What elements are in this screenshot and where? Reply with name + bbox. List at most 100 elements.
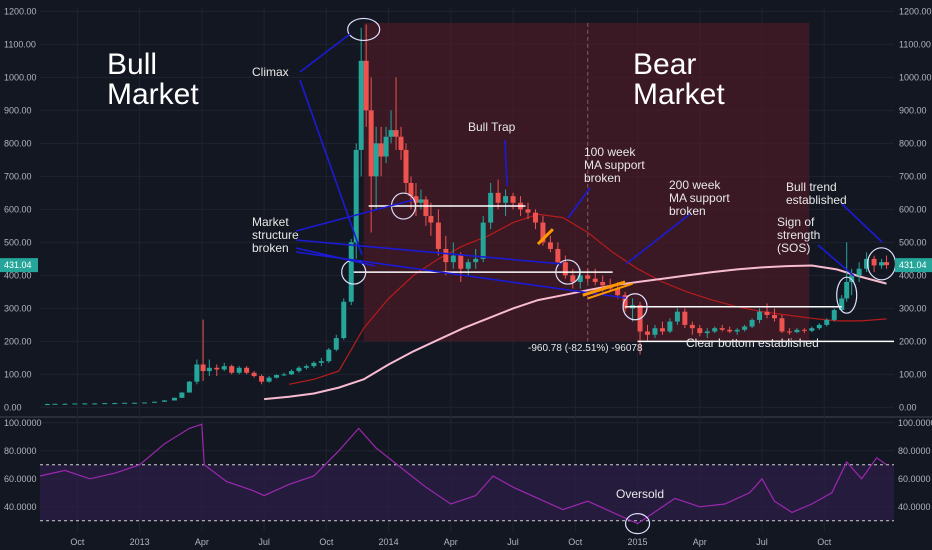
candle-body — [288, 371, 294, 375]
candle-body — [652, 328, 658, 335]
candle-body — [403, 149, 409, 183]
candle-body — [259, 376, 265, 382]
candle-body — [408, 182, 414, 197]
right-current-price-label: 431.04 — [899, 260, 927, 270]
candle-body — [418, 199, 424, 203]
time-tick-label: Oct — [319, 537, 334, 547]
rsi-right-tick: 80.0000 — [898, 446, 931, 456]
time-tick-label: Oct — [568, 537, 583, 547]
right-price-tick: 0.00 — [899, 402, 917, 412]
ma100-label-1: 100 week — [584, 145, 636, 159]
structure-arrow-1 — [295, 199, 414, 232]
right-price-tick: 500.00 — [899, 237, 927, 247]
ma100-label-2: MA support — [584, 158, 645, 172]
bull-market-label-2: Market — [107, 78, 199, 111]
candle-body — [296, 367, 302, 372]
candle-body — [179, 392, 185, 398]
time-tick-label: Apr — [195, 537, 209, 547]
bear-market-label-2: Market — [633, 78, 725, 111]
bull-trend-label-2: established — [786, 193, 847, 207]
candle-body — [779, 318, 785, 332]
right-price-tick: 1200.00 — [899, 6, 932, 16]
candle-body — [383, 136, 389, 157]
candle-body — [577, 275, 583, 282]
candle-body — [727, 329, 733, 332]
candle-body — [771, 314, 777, 319]
rsi-right-tick: 60.0000 — [898, 474, 931, 484]
left-price-tick: 800.00 — [4, 138, 32, 148]
left-price-tick: 400.00 — [4, 270, 32, 280]
rsi-band — [40, 464, 894, 521]
oversold-label: Oversold — [616, 487, 664, 501]
candle-body — [161, 400, 167, 402]
oversold-circle — [624, 512, 651, 535]
time-tick-label: Jul — [258, 537, 270, 547]
candle-body — [333, 338, 339, 350]
right-price-tick: 1000.00 — [899, 72, 932, 82]
right-price-tick: 800.00 — [899, 138, 927, 148]
sos-label-1: Sign of — [777, 215, 815, 229]
candle-body — [358, 60, 364, 150]
annotation-drawings — [295, 17, 897, 321]
ma200-break-highlight — [582, 280, 626, 297]
candle-body — [428, 215, 434, 223]
candle-body — [510, 196, 516, 203]
time-tick-label: Oct — [817, 537, 832, 547]
candle-body — [221, 366, 227, 370]
ma100-label-3: broken — [584, 171, 621, 185]
structure-label-3: broken — [252, 241, 289, 255]
structure-circle-3 — [555, 259, 581, 285]
time-tick-label: Oct — [70, 537, 85, 547]
right-price-tick: 900.00 — [899, 105, 927, 115]
rsi-line — [39, 423, 887, 525]
candle-body — [562, 262, 568, 276]
time-tick-label: 2013 — [130, 537, 150, 547]
time-tick-label: Apr — [693, 537, 707, 547]
candle-body — [547, 242, 553, 249]
candle-body — [353, 149, 359, 243]
candle-body — [864, 258, 870, 269]
candle-body — [734, 329, 740, 332]
candle-body — [423, 199, 429, 216]
candle-body — [622, 295, 628, 309]
sos-label-2: strength — [777, 228, 820, 242]
candle-body — [458, 255, 464, 269]
left-price-tick: 500.00 — [4, 237, 32, 247]
candle-body — [236, 367, 242, 373]
ma200-label-1: 200 week — [669, 178, 721, 192]
candle-body — [465, 262, 471, 269]
candle-body — [82, 403, 88, 405]
candle-body — [251, 372, 257, 377]
candle-body — [112, 403, 118, 405]
candle-body — [844, 281, 850, 299]
candle-body — [856, 268, 862, 276]
candle-body — [674, 311, 680, 322]
candle-body — [585, 275, 591, 279]
time-axis: Oct 2013 Apr Jul Oct 2014 Apr Jul Oct 2015 Apr Jul O… — [70, 537, 831, 547]
ma200-break-highlight-2 — [587, 282, 633, 300]
candle-body — [341, 301, 347, 339]
measure-label: -960.78 (-82.51%) -96078 — [528, 343, 643, 354]
candle-body — [764, 311, 770, 315]
candle-body — [214, 367, 220, 370]
candle-body — [503, 196, 509, 203]
structure-label-2: structure — [252, 228, 299, 242]
right-price-tick: 400.00 — [899, 270, 927, 280]
time-tick-label: Apr — [444, 537, 458, 547]
candle-body — [52, 403, 58, 405]
climax-arrow-1 — [299, 33, 351, 73]
climax-circle — [347, 17, 381, 42]
candle-body — [659, 328, 665, 332]
rsi-left-tick: 40.0000 — [4, 502, 37, 512]
candle-body — [794, 329, 800, 333]
rsi-left-tick: 80.0000 — [4, 446, 37, 456]
left-current-price-box — [0, 258, 38, 273]
candle-body — [473, 258, 479, 263]
structure-arrow-4 — [295, 251, 627, 299]
bull-trap-label: Bull Trap — [468, 120, 516, 134]
rsi-left-tick: 60.0000 — [4, 474, 37, 484]
left-price-tick: 1100.00 — [4, 39, 36, 49]
bottom-label: Clear bottom established — [686, 336, 819, 350]
structure-arrow-2 — [295, 239, 563, 265]
